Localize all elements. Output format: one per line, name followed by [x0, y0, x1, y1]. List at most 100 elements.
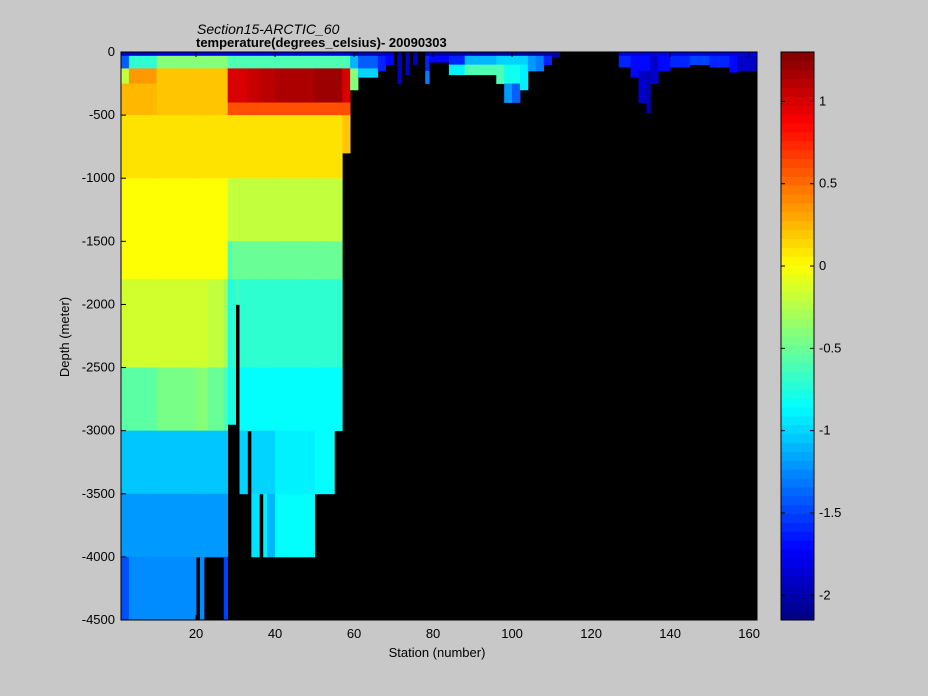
heatmap-cell — [251, 55, 260, 69]
heatmap-cell — [334, 115, 343, 179]
heatmap-cell — [223, 493, 229, 558]
heatmap-cell — [223, 178, 229, 280]
x-tick-label: 140 — [659, 626, 681, 641]
heatmap-cell — [737, 55, 758, 72]
colorbar-step — [781, 52, 814, 62]
colorbar-step — [781, 318, 814, 328]
heatmap-cell — [200, 68, 205, 84]
heatmap-cell — [358, 52, 379, 57]
heatmap-cell — [223, 52, 229, 57]
y-tick-label: -1500 — [82, 233, 115, 248]
heatmap-cell — [227, 55, 233, 69]
heatmap-cell — [156, 52, 197, 57]
heatmap-cell — [121, 556, 130, 621]
chart-subtitle: temperature(degrees_celsius)- 20090303 — [196, 35, 447, 50]
heatmap-cell — [275, 102, 315, 116]
heatmap-cell — [429, 55, 450, 63]
heatmap-cell — [263, 493, 268, 558]
heatmap-cell — [207, 68, 225, 84]
heatmap-cell — [689, 52, 710, 57]
heatmap-cell — [314, 83, 335, 103]
heatmap-cell — [397, 52, 402, 57]
heatmap-cell — [239, 102, 244, 116]
heatmap-cell — [196, 367, 201, 432]
heatmap-cell — [207, 279, 225, 368]
heatmap-cell — [200, 367, 205, 432]
heatmap-cell — [235, 279, 240, 305]
heatmap-cell — [227, 241, 233, 280]
heatmap-cell — [267, 102, 276, 116]
heatmap-cell — [231, 115, 236, 179]
heatmap-cell — [223, 279, 229, 368]
colorbar-step — [781, 309, 814, 319]
heatmap-cell — [156, 279, 197, 368]
heatmap-cell — [646, 70, 651, 113]
heatmap-cell — [251, 241, 260, 280]
colorbar-step — [781, 194, 814, 204]
heatmap-cell — [231, 102, 236, 116]
heatmap-cell — [405, 52, 410, 57]
colorbar-step — [781, 371, 814, 381]
heatmap-cell — [543, 55, 552, 66]
colorbar-step — [781, 424, 814, 435]
colorbar-step — [781, 469, 814, 479]
heatmap-cell — [200, 55, 205, 69]
heatmap-cell — [519, 64, 529, 91]
heatmap-cell — [267, 178, 276, 242]
x-tick-label: 60 — [347, 626, 361, 641]
colorbar-step — [781, 584, 814, 594]
heatmap-cell — [334, 178, 343, 242]
heatmap-cell — [527, 55, 537, 72]
heatmap-cell — [203, 279, 209, 368]
heatmap-cell — [243, 115, 248, 179]
heatmap-cell — [200, 178, 205, 280]
heatmap-cell — [267, 52, 276, 57]
heatmap-cell — [200, 493, 205, 558]
y-tick-label: -500 — [89, 107, 115, 122]
heatmap-cell — [259, 430, 264, 495]
colorbar-step — [781, 87, 814, 97]
heatmap-cell — [275, 279, 315, 368]
colorbar-step — [781, 202, 814, 213]
colorbar-step — [781, 327, 814, 337]
heatmap-cell — [638, 52, 647, 57]
heatmap-cell — [239, 241, 244, 280]
heatmap-cell — [358, 68, 379, 78]
heatmap-cell — [527, 52, 537, 57]
heatmap-cell — [231, 178, 236, 242]
y-tick-label: -4000 — [82, 549, 115, 564]
heatmap-cell — [196, 115, 201, 179]
heatmap-cell — [267, 241, 276, 280]
heatmap-cell — [259, 241, 264, 280]
heatmap-cell — [207, 178, 225, 280]
heatmap-cell — [709, 52, 730, 57]
heatmap-cell — [267, 83, 276, 103]
heatmap-cell — [448, 52, 466, 57]
colorbar-step — [781, 140, 814, 151]
heatmap-cell — [251, 52, 260, 57]
heatmap-cell — [496, 52, 505, 57]
heatmap-cell — [196, 279, 201, 368]
heatmap-cell — [425, 55, 430, 72]
heatmap-cell — [334, 279, 343, 368]
heatmap-cell — [504, 55, 513, 66]
colorbar-step — [781, 185, 814, 195]
colorbar-step — [781, 256, 814, 266]
colorbar-step — [781, 123, 814, 133]
heatmap-cell — [259, 115, 264, 179]
heatmap-cell — [156, 367, 197, 432]
heatmap-cell — [128, 52, 157, 57]
heatmap-cell — [235, 115, 240, 179]
heatmap-cell — [231, 367, 236, 425]
heatmap-cell — [203, 52, 209, 57]
x-tick-label: 160 — [738, 626, 760, 641]
heatmap-cell — [200, 430, 205, 495]
heatmap-cell — [223, 55, 229, 69]
heatmap-cell — [334, 241, 343, 280]
heatmap-cell — [200, 83, 205, 116]
heatmap-cell — [251, 102, 260, 116]
heatmap-cell — [314, 52, 335, 57]
heatmap-cell — [504, 64, 513, 84]
heatmap-cell — [646, 52, 651, 57]
